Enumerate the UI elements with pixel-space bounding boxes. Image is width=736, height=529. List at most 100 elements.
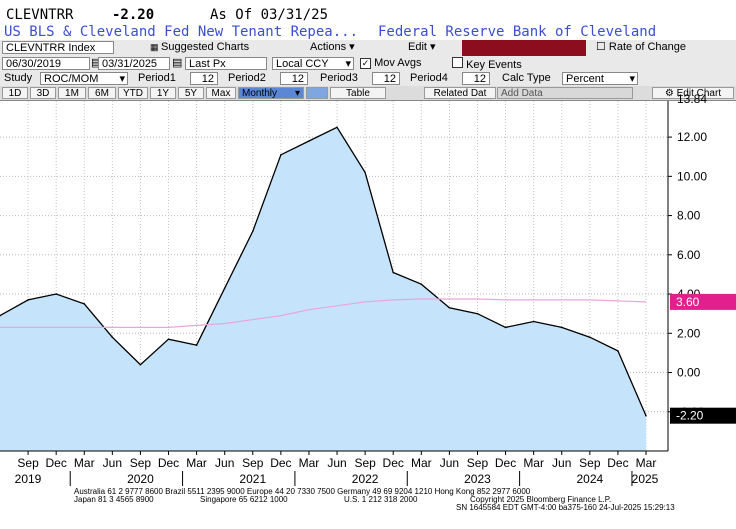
start-date-field[interactable]: 06/30/2019: [2, 57, 90, 70]
x-tick-label: Sep: [242, 456, 264, 470]
y-tick-label: 12.00: [677, 130, 707, 144]
data-point: [167, 338, 170, 341]
end-date-field[interactable]: 03/31/2025: [98, 57, 170, 70]
x-tick-label: Mar: [523, 456, 544, 470]
edit-menu[interactable]: Edit ▾: [408, 41, 436, 54]
data-point: [392, 271, 395, 274]
x-year-label: 2021: [239, 472, 266, 486]
security-field[interactable]: CLEVNTRR Index: [2, 41, 114, 54]
data-point: [420, 283, 423, 286]
edit-chart-button[interactable]: ⚙ Edit Chart: [652, 87, 734, 99]
calc-type-value: Percent: [566, 73, 604, 85]
actions-label: Actions: [310, 41, 347, 53]
data-point: [0, 314, 1, 317]
x-tick-label: Dec: [158, 456, 179, 470]
period2-value: 12: [291, 73, 304, 85]
x-axis: Sep Dec Mar Jun Sep Dec Mar Jun Sep Dec Mar Jun Sep D…: [0, 450, 668, 486]
x-tick-label: Dec: [607, 456, 628, 470]
y-tick-label: 6.00: [677, 248, 701, 262]
security-description[interactable]: US BLS & Cleveland Fed New Tenant Repea.…: [4, 24, 359, 40]
period2-label: Period2: [228, 72, 266, 84]
chevron-down-icon: ▾: [426, 41, 436, 53]
period4-input[interactable]: 12: [462, 72, 490, 85]
value-tag-label: -2.20: [676, 409, 704, 423]
actions-menu[interactable]: Actions ▾: [310, 41, 355, 54]
data-point: [589, 336, 591, 339]
x-tick-label: Jun: [552, 456, 571, 470]
table-button[interactable]: Table: [330, 87, 386, 99]
footer-singapore: Singapore 65 6212 1000: [200, 495, 288, 504]
toolbar-dates: 06/30/2019 ▤ 03/31/2025 ▤ Last Px Local …: [0, 56, 736, 71]
field-select[interactable]: Last Px: [185, 57, 267, 70]
data-point: [476, 312, 479, 315]
related-data-button[interactable]: Related Dat: [424, 87, 496, 99]
range-6m-button[interactable]: 6M: [88, 87, 116, 99]
footer-japan: Japan 81 3 4565 8900: [74, 495, 154, 504]
period1-value: 12: [201, 73, 214, 85]
period1-input[interactable]: 12: [190, 72, 218, 85]
value-tag-label: 3.60: [676, 295, 700, 309]
publisher-link[interactable]: Federal Reserve Bank of Cleveland: [378, 24, 657, 40]
data-point: [280, 154, 282, 156]
security-field-label: CLEVNTRR Index: [6, 42, 96, 54]
study-select[interactable]: ROC/MOM ▾: [40, 72, 128, 85]
range-1y-button[interactable]: 1Y: [150, 87, 176, 99]
rate-of-change-button[interactable]: ☐ Rate of Change: [596, 41, 686, 54]
x-tick-label: Sep: [579, 456, 601, 470]
currency-select[interactable]: Local CCY ▾: [272, 57, 354, 70]
data-point: [195, 344, 198, 346]
footer-phone-line: Australia 61 2 9777 8600 Brazil 5511 239…: [74, 487, 531, 496]
data-point: [139, 363, 142, 366]
x-tick-label: Dec: [495, 456, 516, 470]
study-value: ROC/MOM: [44, 73, 99, 85]
period4-label: Period4: [410, 72, 448, 84]
x-tick-label: Jun: [327, 456, 346, 470]
data-point: [252, 230, 254, 233]
rate-of-change-label: Rate of Change: [608, 41, 686, 53]
footer: Australia 61 2 9777 8600 Brazil 5511 239…: [0, 486, 736, 529]
range-5y-button[interactable]: 5Y: [178, 87, 204, 99]
data-point: [83, 303, 86, 305]
y-tick-label: 0.00: [677, 366, 701, 380]
rate-of-change-chart[interactable]: 12.0010.008.006.004.002.000.00-2.0013.84…: [0, 0, 736, 486]
period3-value: 12: [383, 73, 396, 85]
data-point: [645, 414, 647, 417]
add-data-input[interactable]: Add Data: [497, 87, 633, 99]
calendar-icon[interactable]: ▤: [91, 57, 102, 69]
mov-avgs-toggle[interactable]: ✓ Mov Avgs: [360, 57, 422, 70]
footer-us: U.S. 1 212 318 2000: [344, 495, 418, 504]
frequency-select[interactable]: Monthly ▾: [238, 87, 304, 99]
x-tick-label: Jun: [440, 456, 459, 470]
range-max-button[interactable]: Max: [206, 87, 236, 99]
range-3d-button[interactable]: 3D: [30, 87, 56, 99]
mov-avgs-label: Mov Avgs: [374, 57, 422, 69]
square-icon: ☐: [596, 41, 609, 53]
header: CLEVNTRR -2.20 As Of 03/31/25 US BLS & C…: [0, 0, 736, 40]
checkbox-checked-icon: ✓: [360, 58, 371, 69]
data-point: [532, 320, 535, 323]
suggested-charts-button[interactable]: ▦ Suggested Charts: [150, 41, 249, 54]
calendar-icon[interactable]: ▤: [172, 57, 183, 69]
key-events-toggle[interactable]: Key Events: [452, 57, 522, 72]
calc-type-select[interactable]: Percent ▾: [562, 72, 638, 85]
suggested-charts-label: Suggested Charts: [161, 41, 250, 53]
frequency-value: Monthly: [242, 88, 278, 99]
data-point: [336, 126, 338, 129]
range-1m-button[interactable]: 1M: [58, 87, 86, 99]
as-of-date: As Of 03/31/25: [210, 7, 329, 23]
data-point: [617, 350, 619, 352]
gear-icon: ⚙: [664, 88, 677, 99]
chevron-down-icon: ▾: [346, 41, 355, 53]
x-tick-label: Dec: [270, 456, 291, 470]
range-ytd-button[interactable]: YTD: [118, 87, 148, 99]
period2-input[interactable]: 12: [280, 72, 308, 85]
x-year-label: 2023: [464, 472, 491, 486]
period3-input[interactable]: 12: [372, 72, 400, 85]
data-point: [223, 287, 226, 290]
chart-type-icon[interactable]: [306, 87, 328, 99]
range-1d-button[interactable]: 1D: [2, 87, 28, 99]
value-tag: [670, 293, 736, 310]
y-tick-label: 10.00: [677, 169, 707, 183]
edit-label: Edit: [408, 41, 427, 53]
